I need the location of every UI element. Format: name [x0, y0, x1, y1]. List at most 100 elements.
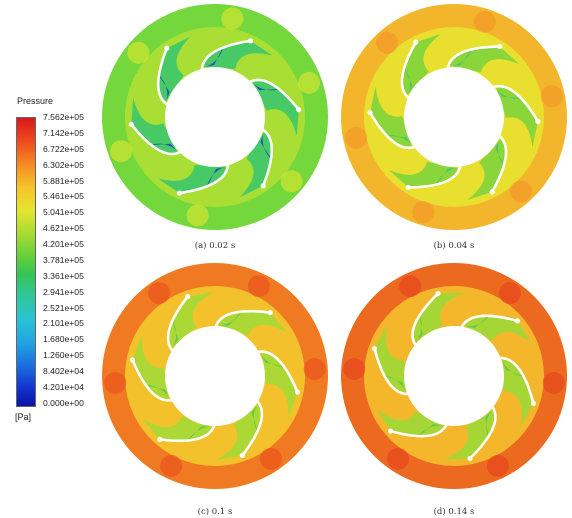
blade-tip	[467, 455, 473, 462]
pressure-patch	[498, 282, 521, 305]
impeller-blade	[406, 165, 462, 189]
legend-tick-label: 3.361e+05	[43, 270, 84, 281]
flow-passage	[157, 164, 229, 194]
flow-passage	[462, 314, 532, 344]
blade-tip	[294, 389, 301, 395]
low-pressure-zone	[417, 313, 423, 341]
pressure-patch	[259, 447, 282, 470]
legend-tick-label: 4.621e+05	[43, 223, 84, 234]
pressure-patch	[303, 358, 326, 381]
impeller-blade	[499, 356, 535, 405]
blade-tip	[535, 118, 541, 124]
hub-hole	[165, 326, 265, 426]
flow-passage	[215, 310, 288, 336]
blade-tip	[239, 452, 245, 459]
hub-hole	[165, 67, 265, 167]
blade-tip	[185, 293, 191, 300]
legend-tick-label: 2.941e+05	[43, 286, 84, 297]
impeller-contour-a	[102, 4, 328, 230]
legend-tick-label: 0.000e+00	[43, 397, 84, 408]
impeller-blade	[400, 40, 418, 99]
blade-tip	[413, 39, 419, 45]
low-pressure-zone	[495, 140, 505, 168]
flow-passage	[251, 79, 299, 136]
caption-a: (a) 0.02 s	[194, 241, 236, 251]
impeller-blade	[468, 406, 497, 460]
legend-tick-label: 6.302e+05	[43, 159, 84, 170]
pressure-legend: Pressure 7.562e+05 7.142e+05 6.722e+05 6…	[0, 0, 110, 518]
flow-passage	[201, 40, 273, 70]
impeller-blade	[214, 309, 272, 328]
flow-passage	[443, 408, 497, 460]
impeller-blade	[200, 39, 252, 71]
low-pressure-zone	[254, 84, 282, 91]
contour-panel-d: (d) 0.14 s	[339, 259, 569, 517]
pressure-patch	[127, 41, 150, 64]
pressure-patch	[509, 180, 532, 203]
blade-tip	[405, 184, 411, 191]
blade-tip	[530, 400, 537, 406]
blade-tip	[176, 190, 183, 196]
impeller-blade	[158, 424, 216, 443]
impeller-blade	[368, 111, 416, 150]
flow-passage	[216, 402, 263, 460]
pressure-patch	[542, 371, 565, 394]
blade-tip	[497, 43, 503, 50]
pressure-patch	[160, 454, 183, 477]
contour-panel-c: (c) 0.1 s	[100, 259, 330, 517]
impeller-contour-c	[102, 263, 328, 489]
pressure-patch	[473, 10, 496, 33]
flow-passage	[376, 408, 446, 438]
impeller-blade	[492, 84, 540, 123]
flow-passage	[132, 335, 170, 402]
impeller-blade	[166, 295, 189, 352]
caption-b: (b) 0.04 s	[433, 241, 475, 251]
legend-tick-label: 3.781e+05	[43, 254, 84, 265]
low-pressure-zone	[435, 167, 456, 187]
low-pressure-zone	[171, 318, 179, 347]
legend-tick-labels: 7.562e+05 7.142e+05 6.722e+05 6.302e+05 …	[43, 112, 107, 408]
flow-passage	[142, 416, 215, 442]
pressure-patch	[247, 275, 270, 298]
pressure-patch	[280, 170, 303, 193]
pressure-patch	[540, 85, 563, 108]
blade-tip	[128, 121, 134, 127]
low-pressure-zone	[497, 89, 524, 99]
flow-passage	[260, 350, 298, 417]
flow-passage	[167, 292, 214, 350]
hub-hole	[404, 326, 504, 426]
flow-passage	[388, 161, 461, 188]
low-pressure-zone	[452, 47, 473, 67]
legend-tick-label: 4.201e+05	[43, 239, 84, 249]
hub-hole	[404, 67, 504, 167]
low-pressure-zone	[503, 361, 526, 378]
blade-tip	[388, 428, 394, 434]
impeller-blade	[178, 163, 230, 195]
impeller-blade	[490, 135, 508, 194]
impeller-blade	[131, 358, 173, 402]
pressure-patch	[297, 71, 320, 94]
legend-tick-label: 5.041e+05	[43, 207, 84, 218]
low-pressure-zone	[206, 167, 224, 189]
flow-passage	[411, 292, 465, 344]
impeller-blade	[130, 123, 181, 156]
pressure-patch	[343, 358, 366, 381]
legend-tick-label: 4.201e+04	[43, 381, 84, 392]
pressure-patch	[345, 126, 368, 149]
legend-tick-label: 5.881e+05	[43, 175, 84, 186]
low-pressure-zone	[416, 423, 442, 438]
impeller-blade	[460, 314, 519, 328]
flow-passage	[502, 357, 534, 427]
flow-passage	[495, 85, 538, 148]
pressure-patch	[148, 282, 171, 305]
flow-passage	[447, 46, 520, 73]
blade-tip	[247, 38, 254, 44]
pressure-patch	[486, 454, 509, 477]
impeller-blade	[411, 292, 440, 346]
impeller-contour-d	[341, 263, 567, 489]
legend-title: Pressure	[17, 96, 54, 106]
impeller-contour-b	[341, 4, 567, 230]
pressure-patch	[399, 275, 422, 298]
contour-panel-b: (b) 0.04 s	[339, 0, 569, 256]
blade-tip	[129, 357, 136, 363]
